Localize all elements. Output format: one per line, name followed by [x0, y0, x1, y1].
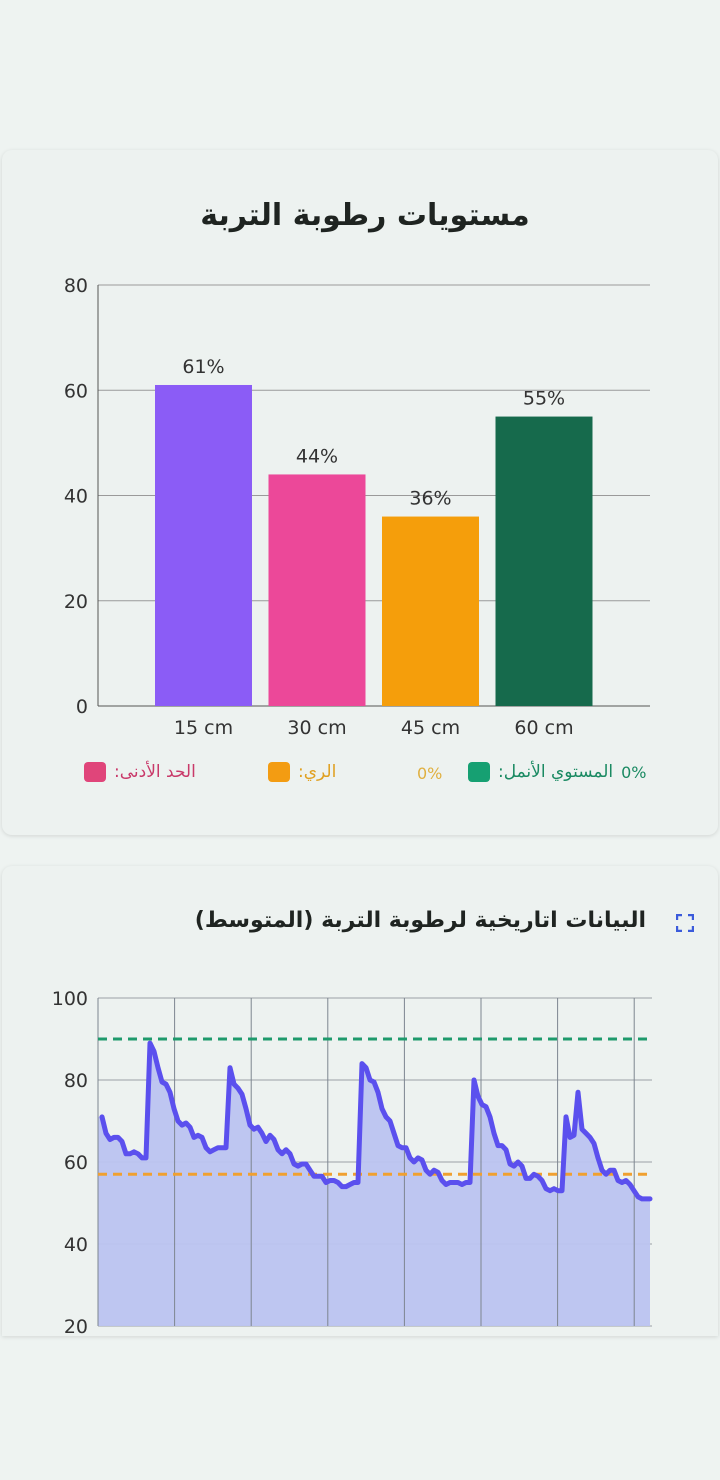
- chart-legend: الحد الأدنى: الري: 0% المستوي الأنمل: 0%: [0, 762, 720, 792]
- expand-icon[interactable]: [676, 914, 694, 932]
- legend-swatch: [268, 762, 290, 782]
- legend-value-irrigation: 0%: [417, 764, 443, 783]
- area-chart-title: البيانات اتاريخية لرطوبة التربة (المتوسط…: [194, 908, 646, 933]
- legend-item-optimal[interactable]: المستوي الأنمل: 0%: [468, 762, 647, 782]
- y-tick-label: 20: [64, 591, 88, 613]
- y-tick-label: 100: [52, 988, 88, 1010]
- y-tick-label: 60: [64, 1152, 88, 1174]
- x-tick-label: 15 cm: [174, 717, 233, 739]
- y-tick-label: 40: [64, 1234, 88, 1256]
- bar-15cm: [155, 384, 252, 706]
- legend-value-optimal: 0%: [621, 762, 647, 782]
- x-tick-label: 45 cm: [401, 717, 460, 739]
- bar-45cm: [382, 516, 479, 706]
- bar-data-label: 44%: [296, 445, 338, 467]
- bar-data-label: 61%: [182, 356, 224, 378]
- legend-item-minimum[interactable]: الحد الأدنى:: [84, 762, 196, 782]
- y-tick-label: 40: [64, 486, 88, 508]
- area-chart: 20 40 60 80 100: [52, 988, 653, 1338]
- y-tick-label: 20: [64, 1316, 88, 1338]
- bar-data-label: 55%: [523, 388, 565, 410]
- x-tick-label: 60 cm: [514, 717, 573, 739]
- bar-30cm: [268, 474, 366, 706]
- legend-label: الحد الأدنى:: [114, 762, 196, 782]
- area-fill: [98, 1043, 650, 1326]
- y-tick-label: 60: [64, 380, 88, 402]
- legend-item-irrigation[interactable]: الري:: [268, 762, 336, 782]
- legend-swatch: [84, 762, 106, 782]
- y-tick-label: 80: [64, 1070, 88, 1092]
- legend-label: الري:: [298, 762, 337, 782]
- legend-swatch: [468, 762, 490, 782]
- bar-chart: 0 20 40 60 80 61% 15 cm 44% 30 cm 36% 45 cm 55% 60 c…: [64, 275, 650, 739]
- y-tick-label: 80: [64, 275, 88, 297]
- bar-data-label: 36%: [409, 488, 451, 510]
- x-tick-label: 30 cm: [287, 717, 346, 739]
- bar-chart-title: مستويات رطوبة التربة: [200, 198, 530, 233]
- series-line: [99, 1040, 653, 1202]
- legend-label: المستوي الأنمل:: [498, 762, 614, 782]
- y-tick-label: 0: [76, 696, 88, 718]
- bar-60cm: [495, 416, 593, 706]
